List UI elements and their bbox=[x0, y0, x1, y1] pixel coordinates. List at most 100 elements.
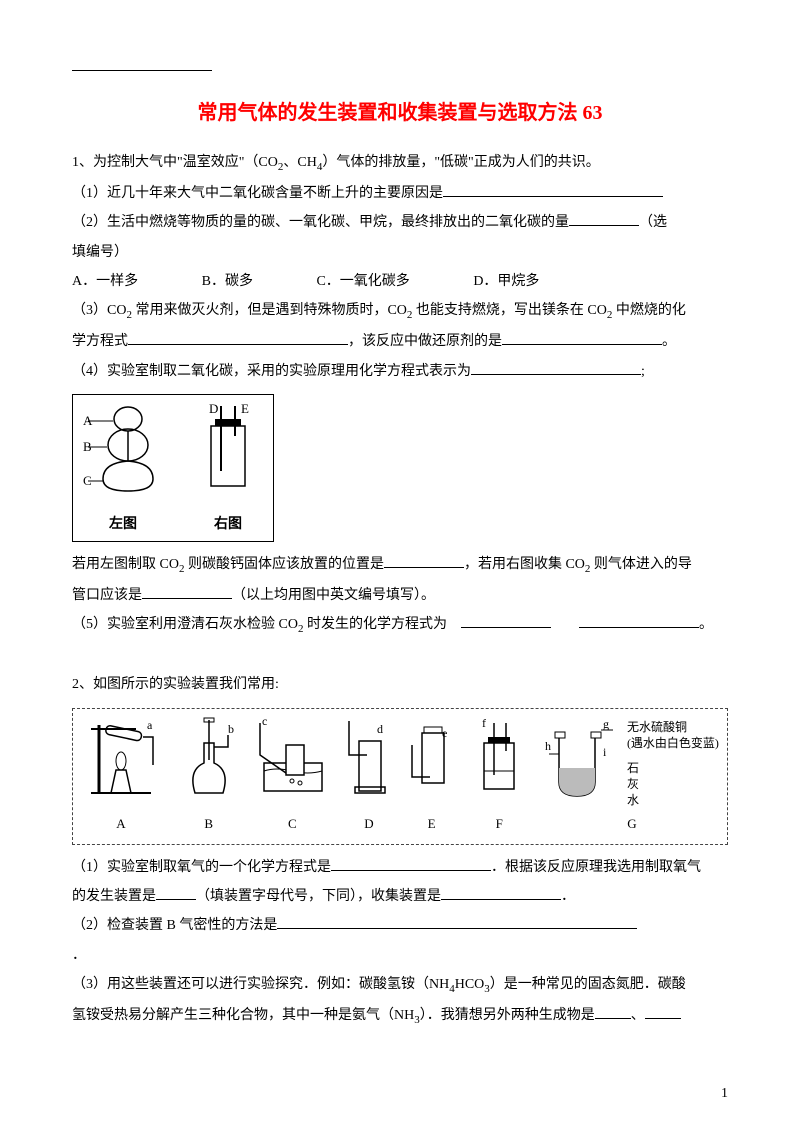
blank-collector[interactable] bbox=[441, 899, 561, 900]
fig2-C: c C bbox=[256, 715, 328, 838]
blank-lime-2[interactable] bbox=[579, 627, 699, 628]
opt-a[interactable]: A．一样多 bbox=[72, 267, 138, 296]
apparatus-bottle-icon: D E bbox=[193, 401, 263, 496]
q1-p2a: （2）生活中燃烧等物质的量的碳、一氧化碳、甲烷，最终排放出的二氧化碳的量 bbox=[72, 215, 569, 230]
fig2-D: d D bbox=[347, 715, 391, 838]
opt-c[interactable]: C．一氧化碳多 bbox=[316, 267, 409, 296]
q1-p3g: 。 bbox=[662, 334, 676, 349]
fig1-left-caption: 左图 bbox=[83, 510, 163, 539]
blank-lime-1[interactable] bbox=[461, 627, 551, 628]
q1-p3d: 中燃烧的化 bbox=[612, 303, 686, 318]
q1-p4-line3: 管口应该是（以上均用图中英文编号填写）。 bbox=[72, 581, 728, 610]
figure-2: a A b B bbox=[72, 708, 728, 845]
q1-p2b: （选 bbox=[639, 215, 667, 230]
q2-p1-line2: 的发生装置是（填装置字母代号，下同），收集装置是． bbox=[72, 882, 728, 911]
q2-p1: （1）实验室制取氧气的一个化学方程式是 ．根据该反应原理我选用制取氧气 bbox=[72, 853, 728, 882]
opt-d[interactable]: D．甲烷多 bbox=[473, 267, 539, 296]
fig1-left: A B C 左图 bbox=[83, 401, 163, 539]
blank-position[interactable] bbox=[384, 567, 464, 568]
blank-equation-co2[interactable] bbox=[471, 374, 641, 375]
q1-p3c: 也能支持燃烧，写出镁条在 CO bbox=[412, 303, 606, 318]
q1-p2c: 填编号） bbox=[72, 238, 728, 267]
blank-tube[interactable] bbox=[142, 598, 232, 599]
q1-p4: （4）实验室制取二氧化碳，采用的实验原理用化学方程式表示为; bbox=[72, 357, 728, 386]
svg-text:g: g bbox=[603, 720, 609, 731]
q2-p2: （2）检查装置 B 气密性的方法是 bbox=[72, 911, 728, 940]
svg-text:b: b bbox=[228, 722, 234, 736]
q2-intro: 2、如图所示的实验装置我们常用: bbox=[72, 670, 728, 699]
q2-p1a: （1）实验室制取氧气的一个化学方程式是 bbox=[72, 860, 331, 875]
highlight-dot bbox=[551, 617, 579, 632]
svg-text:a: a bbox=[147, 718, 153, 732]
apparatus-wash-bottle-icon: f bbox=[472, 715, 526, 797]
label-E: E bbox=[241, 401, 249, 416]
header-rule bbox=[72, 70, 212, 71]
q2-p2-text: （2）检查装置 B 气密性的方法是 bbox=[72, 918, 277, 933]
apparatus-heating-icon: a bbox=[81, 715, 161, 797]
blank-product2[interactable] bbox=[645, 1018, 681, 1019]
q1-p5b: 时发生的化学方程式为 bbox=[303, 617, 447, 632]
blank-generator[interactable] bbox=[156, 899, 196, 900]
fig2-B: b B bbox=[180, 715, 238, 838]
page-number: 1 bbox=[721, 1079, 728, 1108]
fig1-right: D E 右图 bbox=[193, 401, 263, 539]
blank-product1[interactable] bbox=[595, 1018, 631, 1019]
apparatus-cylinder-up-icon: d bbox=[347, 715, 391, 797]
q1-p4e: ，若用右图收集 CO bbox=[464, 557, 585, 572]
q2-p3-line2: 氢铵受热易分解产生三种化合物，其中一种是氨气（NH3）．我猜想另外两种生成物是、 bbox=[72, 1001, 728, 1032]
label-B: B bbox=[83, 439, 92, 454]
q1-p5: （5）实验室利用澄清石灰水检验 CO2 时发生的化学方程式为 。 bbox=[72, 610, 728, 641]
label-D: D bbox=[209, 401, 218, 416]
q2-p3d: 氢铵受热易分解产生三种化合物，其中一种是氨气（NH bbox=[72, 1008, 414, 1023]
q1-p3b: 常用来做灭火剂，但是遇到特殊物质时，CO bbox=[132, 303, 407, 318]
q1-p4b: ; bbox=[641, 364, 645, 379]
blank-reason[interactable] bbox=[443, 196, 663, 197]
blank-reductant[interactable] bbox=[502, 344, 662, 345]
q1-p3-line2: 学方程式，该反应中做还原剂的是。 bbox=[72, 327, 728, 356]
q1-p4g: 管口应该是 bbox=[72, 588, 142, 603]
svg-text:c: c bbox=[262, 715, 267, 728]
q2-p1b: ．根据该反应原理我选用制取氧气 bbox=[491, 860, 701, 875]
svg-text:i: i bbox=[603, 745, 607, 759]
q2-p1e: ． bbox=[561, 889, 575, 904]
apparatus-utube-icon: h i g bbox=[545, 720, 623, 802]
apparatus-cylinder-down-icon: e bbox=[410, 715, 454, 797]
q2-p3: （3）用这些装置还可以进行实验探究．例如：碳酸氢铵（NH4HCO3）是一种常见的… bbox=[72, 970, 728, 1001]
q1-p4a: （4）实验室制取二氧化碳，采用的实验原理用化学方程式表示为 bbox=[72, 364, 471, 379]
q2-p3c: ）是一种常见的固态氮肥．碳酸 bbox=[490, 977, 686, 992]
fig2-A: a A bbox=[81, 715, 161, 838]
blank-equation-mg[interactable] bbox=[128, 344, 348, 345]
label-C: C bbox=[83, 473, 92, 488]
fig2-F: f F bbox=[472, 715, 526, 838]
q1-options: A．一样多 B．碳多 C．一氧化碳多 D．甲烷多 bbox=[72, 267, 728, 296]
blank-o2-eq[interactable] bbox=[331, 870, 491, 871]
q2-p2-end: ． bbox=[72, 941, 728, 970]
q1-intro-c: ）气体的排放量，"低碳"正成为人们的共识。 bbox=[322, 155, 599, 170]
q1-p4c: 若用左图制取 CO bbox=[72, 557, 179, 572]
fig2-E: e E bbox=[410, 715, 454, 838]
q1-p4d: 则碳酸钙固体应该放置的位置是 bbox=[184, 557, 384, 572]
apparatus-flask-icon: b bbox=[180, 715, 238, 797]
q1-p1-text: （1）近几十年来大气中二氧化碳含量不断上升的主要原因是 bbox=[72, 186, 443, 201]
blank-airtight[interactable] bbox=[277, 928, 637, 929]
note-cuso4: 无水硫酸铜 bbox=[627, 720, 719, 736]
opt-b[interactable]: B．碳多 bbox=[202, 267, 253, 296]
svg-text:h: h bbox=[545, 739, 551, 753]
apparatus-water-collect-icon: c bbox=[256, 715, 328, 797]
svg-text:e: e bbox=[442, 726, 447, 740]
note-blue: (遇水由白色变蓝) bbox=[627, 736, 719, 752]
q1-intro-b: 、CH bbox=[283, 155, 316, 170]
figure-1: A B C 左图 D E 右图 bbox=[72, 394, 274, 542]
q2-p3a: （3）用这些装置还可以进行实验探究．例如：碳酸氢铵（NH bbox=[72, 977, 449, 992]
fig2-G: h i g 无水硫酸铜 (遇水由白色变蓝) 石 灰 水 bbox=[545, 720, 719, 837]
blank-amount[interactable] bbox=[569, 225, 639, 226]
q1-p5c: 。 bbox=[699, 617, 713, 632]
label-A: A bbox=[83, 413, 93, 428]
q2-p3e: ）．我猜想另外两种生成物是 bbox=[420, 1008, 595, 1023]
q1-p3: （3）CO2 常用来做灭火剂，但是遇到特殊物质时，CO2 也能支持燃烧，写出镁条… bbox=[72, 296, 728, 327]
q1-p4f: 则气体进入的导 bbox=[590, 557, 692, 572]
q1-intro-a: 1、为控制大气中"温室效应"（CO bbox=[72, 155, 278, 170]
q1-intro: 1、为控制大气中"温室效应"（CO2、CH4）气体的排放量，"低碳"正成为人们的… bbox=[72, 148, 728, 179]
q2-p3f: 、 bbox=[631, 1008, 645, 1023]
q1-p3e: 学方程式 bbox=[72, 334, 128, 349]
